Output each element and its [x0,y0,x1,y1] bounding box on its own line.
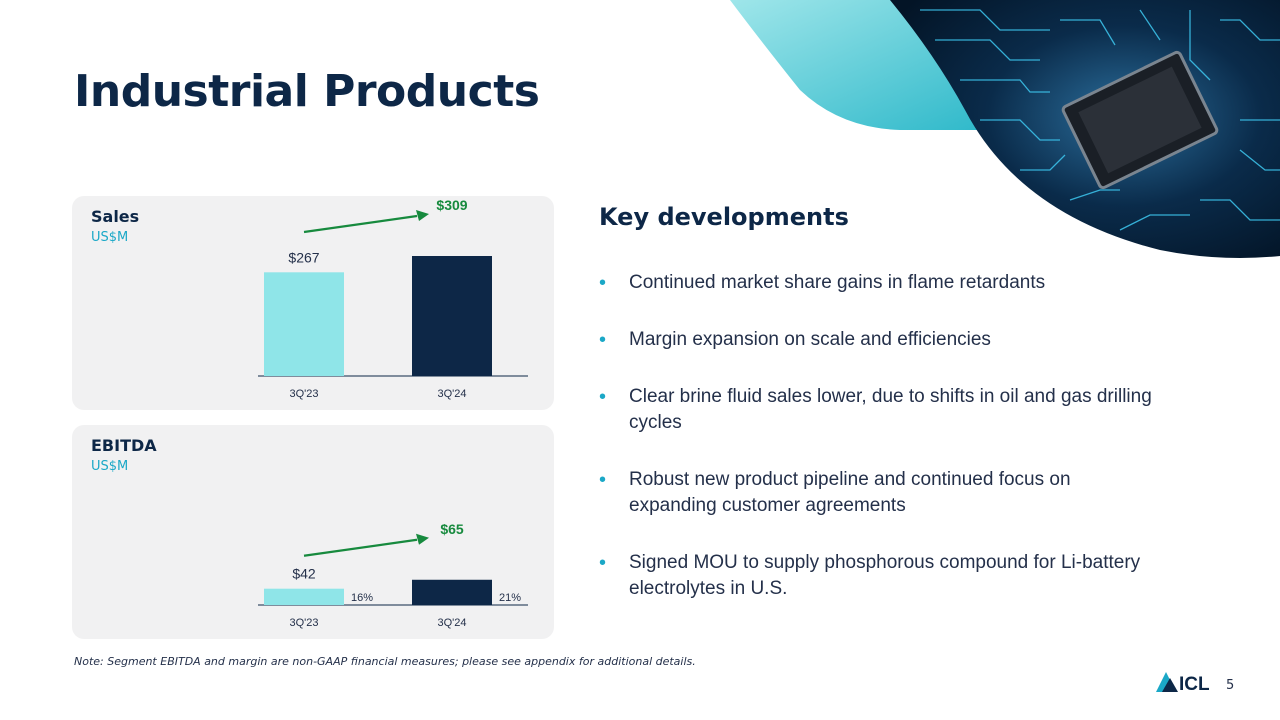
key-development-text: Signed MOU to supply phosphorous compoun… [629,552,1141,599]
icl-logo: ICL [1156,672,1210,694]
bar-prior-year [264,272,344,376]
logo-text: ICL [1179,674,1210,694]
ebitda-chart-title: EBITDA [91,436,157,455]
trend-arrow-line [303,538,418,557]
sales-chart-title: Sales [91,207,140,226]
key-development-text: Clear brine fluid sales lower, due to sh… [629,386,1152,433]
key-developments-list: • Continued market share gains in flame r… [599,270,1159,602]
ebitda-chart-unit: US$M [91,459,129,474]
data-label-current-year: $309 [436,197,467,213]
sales-chart-panel: Sales US$M 3Q'23 3Q'24 $267 $309 [72,196,554,410]
bullet-icon: • [599,552,607,574]
x-tick-label: 3Q'23 [289,617,318,629]
key-development-text: Continued market share gains in flame re… [629,272,1046,293]
data-label-prior-year: $267 [288,249,319,265]
ebitda-bar-chart: 3Q'23 3Q'24 $42 $65 16% 21% [258,521,528,629]
bullet-icon: • [599,329,607,351]
trend-arrow-line [303,214,418,234]
data-label-current-year: $65 [440,521,464,537]
key-development-item: • Signed MOU to supply phosphorous compou… [599,550,1159,602]
bar-prior-year [264,588,344,605]
data-label-prior-year: $42 [292,566,316,582]
footnote: Note: Segment EBITDA and margin are non-… [74,655,696,668]
key-development-text: Robust new product pipeline and continue… [629,469,1071,516]
key-development-item: • Continued market share gains in flame r… [599,270,1159,296]
page-number: 5 [1226,678,1235,693]
trend-arrow-head [416,210,429,221]
bar-current-year [412,579,492,605]
key-developments-title: Key developments [599,203,849,231]
x-tick-label: 3Q'23 [289,388,318,400]
ebitda-chart-panel: EBITDA US$M 3Q'23 3Q'24 $42 $65 16% 21% [72,425,554,639]
trend-arrow-head [416,533,429,545]
key-development-item: • Clear brine fluid sales lower, due to s… [599,384,1159,436]
bullet-icon: • [599,386,607,408]
x-tick-label: 3Q'24 [437,388,466,400]
sales-bar-chart: 3Q'23 3Q'24 $267 $309 [258,197,528,400]
margin-label-prior-year: 16% [351,592,373,604]
key-development-item: • Margin expansion on scale and efficienc… [599,327,1159,353]
key-development-item: • Robust new product pipeline and continu… [599,467,1159,519]
page-title: Industrial Products [74,66,540,117]
key-development-text: Margin expansion on scale and efficienci… [629,329,991,350]
bar-current-year [412,256,492,376]
margin-label-current-year: 21% [499,592,521,604]
bullet-icon: • [599,469,607,491]
x-tick-label: 3Q'24 [437,617,466,629]
sales-chart-unit: US$M [91,230,129,245]
circuit-board-image [730,0,1280,258]
bullet-icon: • [599,272,607,294]
